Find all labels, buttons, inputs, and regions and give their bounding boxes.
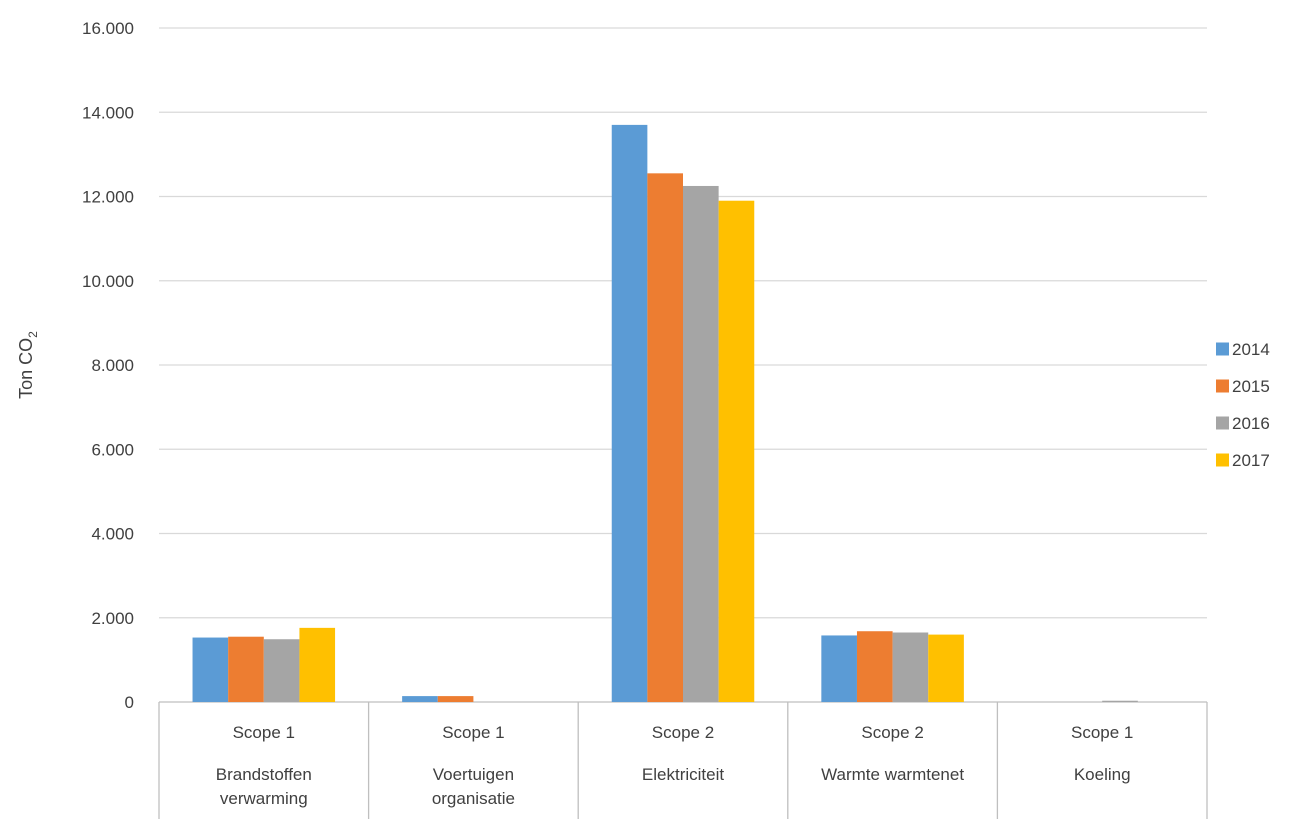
- bar-2014-2: [611, 124, 648, 702]
- x-category-label: Koeling: [1074, 765, 1131, 784]
- legend-label: 2017: [1232, 451, 1270, 470]
- x-category-label: Elektriciteit: [642, 765, 724, 784]
- x-category-label: Warmte warmtenet: [821, 765, 964, 784]
- legend-swatch-2015: [1216, 379, 1229, 393]
- x-scope-label: Scope 1: [442, 723, 504, 742]
- bar-2016-3: [892, 632, 929, 702]
- x-scope-label: Scope 1: [233, 723, 295, 742]
- bar-2017-0: [299, 627, 336, 702]
- y-tick-label: 8.000: [91, 356, 134, 375]
- legend-swatch-2017: [1216, 453, 1229, 467]
- bar-2015-3: [856, 631, 893, 702]
- axis-labels: 0 2.000 4.000 6.000 8.000 10.000 12.000 14.000 1…: [16, 19, 1133, 808]
- y-tick-label: 10.000: [82, 272, 134, 291]
- bars: [192, 124, 1138, 703]
- bar-2014-0: [192, 637, 229, 702]
- x-category-label: Brandstoffen: [216, 765, 312, 784]
- y-tick-label: 0: [125, 693, 134, 712]
- legend-label: 2016: [1232, 414, 1270, 433]
- y-tick-label: 6.000: [91, 440, 134, 459]
- legend-swatch-2016: [1216, 416, 1229, 430]
- y-axis-title-subscript: 2: [26, 331, 40, 338]
- legend: 2014 2015 2016 2017: [1216, 340, 1270, 470]
- bar-2015-2: [647, 173, 683, 703]
- bar-2015-1: [437, 696, 474, 702]
- y-tick-label: 16.000: [82, 19, 134, 38]
- bar-2017-2: [718, 200, 755, 702]
- x-category-label: organisatie: [432, 789, 515, 808]
- y-tick-label: 12.000: [82, 188, 134, 207]
- y-axis-title: Ton CO2: [16, 331, 40, 399]
- bar-2016-0: [263, 639, 300, 702]
- y-tick-label: 14.000: [82, 103, 134, 122]
- y-tick-label: 4.000: [91, 525, 134, 544]
- x-scope-label: Scope 1: [1071, 723, 1133, 742]
- bar-2014-3: [821, 635, 857, 702]
- legend-swatch-2014: [1216, 342, 1229, 356]
- bar-2014-1: [402, 696, 438, 702]
- y-axis-title-text: Ton CO: [16, 338, 36, 399]
- x-scope-label: Scope 2: [861, 723, 923, 742]
- bar-2017-3: [928, 634, 964, 702]
- x-category-label: Voertuigen: [433, 765, 514, 784]
- x-scope-label: Scope 2: [652, 723, 714, 742]
- legend-label: 2014: [1232, 340, 1270, 359]
- bar-2016-2: [683, 185, 719, 702]
- x-category-label: verwarming: [220, 789, 308, 808]
- bar-2016-4: [1102, 700, 1138, 702]
- legend-label: 2015: [1232, 377, 1270, 396]
- axes: [158, 701, 1208, 819]
- y-tick-label: 2.000: [91, 609, 134, 628]
- bar-2015-0: [228, 636, 264, 702]
